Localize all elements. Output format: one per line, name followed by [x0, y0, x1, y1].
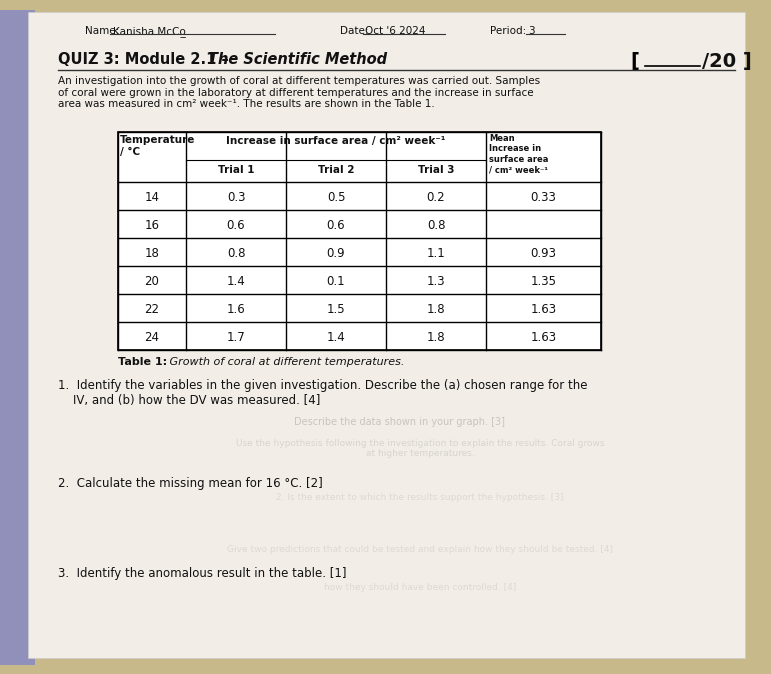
Text: 1.1: 1.1 — [426, 247, 446, 260]
Text: 0.9: 0.9 — [327, 247, 345, 260]
FancyBboxPatch shape — [28, 12, 745, 658]
Text: 1.8: 1.8 — [426, 303, 446, 316]
Text: 0.33: 0.33 — [530, 191, 557, 204]
Text: 18: 18 — [145, 247, 160, 260]
Text: Trial 3: Trial 3 — [418, 165, 454, 175]
Text: Give two predictions that could be tested and explain how they should be tested.: Give two predictions that could be teste… — [227, 545, 613, 554]
Text: Trial 1: Trial 1 — [217, 165, 254, 175]
Text: 1.7: 1.7 — [227, 331, 245, 344]
Text: Growth of coral at different temperatures.: Growth of coral at different temperature… — [166, 357, 404, 367]
Text: 22: 22 — [144, 303, 160, 316]
Text: 1.  Identify the variables in the given investigation. Describe the (a) chosen r: 1. Identify the variables in the given i… — [58, 379, 588, 407]
Text: 2. Is the extent to which the results support the hypothesis. [3]: 2. Is the extent to which the results su… — [276, 493, 564, 502]
Text: 3: 3 — [528, 26, 534, 36]
Text: 0.6: 0.6 — [327, 219, 345, 232]
Text: 1.63: 1.63 — [530, 303, 557, 316]
Text: 24: 24 — [144, 331, 160, 344]
Text: 0.5: 0.5 — [327, 191, 345, 204]
Text: 0.3: 0.3 — [227, 191, 245, 204]
Text: Name:: Name: — [85, 26, 120, 36]
Text: 1.6: 1.6 — [227, 303, 245, 316]
Text: 1.35: 1.35 — [530, 275, 557, 288]
Text: 20: 20 — [145, 275, 160, 288]
Text: 1.8: 1.8 — [426, 331, 446, 344]
Text: 2.  Calculate the missing mean for 16 °C. [2]: 2. Calculate the missing mean for 16 °C.… — [58, 477, 323, 490]
Text: Date:: Date: — [340, 26, 369, 36]
Bar — [118, 132, 601, 350]
Text: Increase in surface area / cm² week⁻¹: Increase in surface area / cm² week⁻¹ — [227, 136, 446, 146]
Text: 0.2: 0.2 — [426, 191, 446, 204]
Text: Oct '6 2024: Oct '6 2024 — [365, 26, 426, 36]
Text: 1.4: 1.4 — [327, 331, 345, 344]
Text: 14: 14 — [144, 191, 160, 204]
Text: 0.8: 0.8 — [227, 247, 245, 260]
FancyBboxPatch shape — [0, 10, 35, 665]
Text: Use the hypothesis following the investigation to explain the results. Coral gro: Use the hypothesis following the investi… — [236, 439, 604, 458]
Text: The Scientific Method: The Scientific Method — [208, 52, 387, 67]
Text: /20 ]: /20 ] — [702, 52, 752, 71]
Text: [: [ — [630, 52, 639, 71]
Text: 1.3: 1.3 — [426, 275, 446, 288]
Text: 0.6: 0.6 — [227, 219, 245, 232]
Text: 0.1: 0.1 — [327, 275, 345, 288]
Text: Trial 2: Trial 2 — [318, 165, 354, 175]
Text: 0.93: 0.93 — [530, 247, 557, 260]
Text: 16: 16 — [144, 219, 160, 232]
Text: QUIZ 3: Module 2.1 –: QUIZ 3: Module 2.1 – — [58, 52, 234, 67]
Text: 1.63: 1.63 — [530, 331, 557, 344]
Text: Describe the data shown in your graph. [3]: Describe the data shown in your graph. [… — [295, 417, 506, 427]
Text: 1.4: 1.4 — [227, 275, 245, 288]
Text: An investigation into the growth of coral at different temperatures was carried : An investigation into the growth of cora… — [58, 76, 540, 109]
Text: Period:: Period: — [490, 26, 527, 36]
Text: 0.8: 0.8 — [427, 219, 445, 232]
Text: 1.5: 1.5 — [327, 303, 345, 316]
Text: Temperature
/ °C: Temperature / °C — [120, 135, 195, 156]
Text: 3.  Identify the anomalous result in the table. [1]: 3. Identify the anomalous result in the … — [58, 567, 346, 580]
Text: Kanisha McCo̲̲̲̲̲: Kanisha McCo̲̲̲̲̲ — [113, 26, 186, 37]
Text: how they should have been controlled. [4]: how they should have been controlled. [4… — [324, 583, 516, 592]
Text: Table 1:: Table 1: — [118, 357, 167, 367]
Text: Mean
Increase in
surface area
/ cm² week⁻¹: Mean Increase in surface area / cm² week… — [489, 134, 548, 174]
